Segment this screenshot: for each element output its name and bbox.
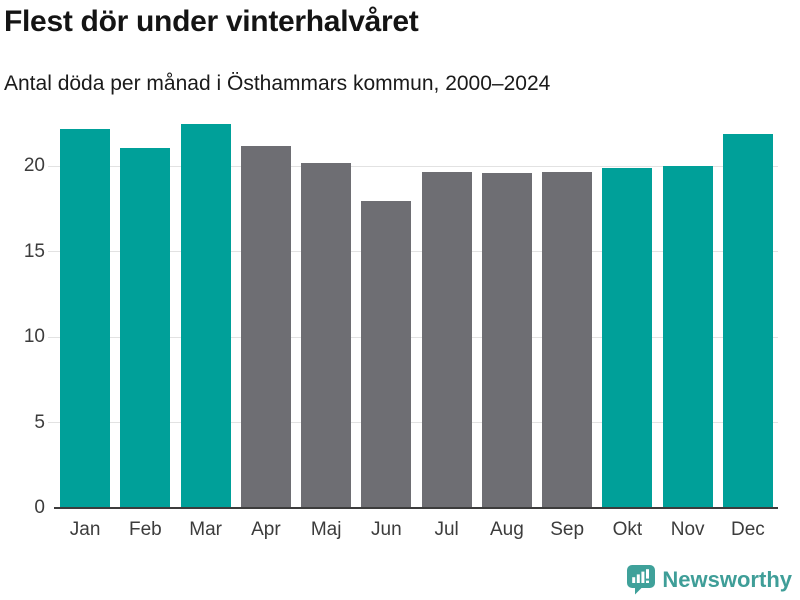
x-tick-label-jul: Jul [434, 519, 459, 540]
newsworthy-logo: Newsworthy [626, 564, 792, 595]
x-tick-label-maj: Maj [310, 519, 342, 540]
gridline-10 [48, 336, 778, 338]
x-axis-line [54, 507, 778, 509]
bar-jun [361, 200, 412, 508]
chart-subtitle: Antal döda per månad i Östhammars kommun… [4, 72, 551, 95]
x-tick-label-feb: Feb [129, 519, 162, 540]
y-tick-label-15: 15 [23, 240, 45, 262]
bar-jan [60, 128, 111, 508]
bar-aug [481, 173, 532, 508]
gridline-15 [48, 251, 778, 253]
y-tick-label-20: 20 [23, 155, 45, 177]
x-tick-label-apr: Apr [251, 519, 281, 540]
bar-apr [240, 145, 291, 508]
x-tick-label-sep: Sep [550, 519, 585, 540]
bar-jul [421, 171, 472, 508]
bar-okt [602, 168, 653, 508]
gridline-20 [48, 165, 778, 167]
gridline-5 [48, 422, 778, 424]
newsworthy-logo-icon [627, 565, 656, 595]
chart-title: Flest dör under vinterhalvåret [4, 5, 419, 38]
bar-column-okt [597, 88, 657, 508]
bar-column-mar [176, 88, 236, 508]
y-tick-label-5: 5 [34, 411, 45, 433]
x-tick-label-okt: Okt [612, 519, 643, 540]
y-tick-label-10: 10 [23, 326, 45, 348]
bar-column-jul [417, 88, 477, 508]
x-tick-label-aug: Aug [489, 519, 524, 540]
bar-nov [662, 166, 713, 508]
bar-column-dec [718, 88, 778, 508]
bars-group [55, 88, 778, 508]
bar-dec [722, 133, 773, 508]
bar-column-maj [296, 88, 356, 508]
bar-maj [301, 162, 352, 508]
x-tick-label-jun: Jun [371, 519, 402, 540]
bar-column-jan [55, 88, 115, 508]
x-tick-label-dec: Dec [730, 519, 765, 540]
bar-sep [542, 171, 593, 508]
y-tick-label-0: 0 [34, 497, 45, 518]
bar-feb [120, 147, 171, 508]
x-tick-label-nov: Nov [670, 519, 705, 540]
bar-column-aug [477, 88, 537, 508]
x-tick-label-mar: Mar [189, 519, 222, 540]
newsworthy-logo-text: Newsworthy [662, 566, 792, 592]
bar-mar [180, 123, 231, 508]
bar-column-sep [537, 88, 597, 508]
bar-column-apr [236, 88, 296, 508]
bar-column-feb [115, 88, 175, 508]
x-tick-label-jan: Jan [69, 519, 101, 540]
bar-column-jun [356, 88, 416, 508]
x-axis-labels: Jan Feb Mar Apr Maj Jun Jul Aug Sep Okt Nov Dec [55, 519, 778, 541]
bar-column-nov [658, 88, 718, 508]
